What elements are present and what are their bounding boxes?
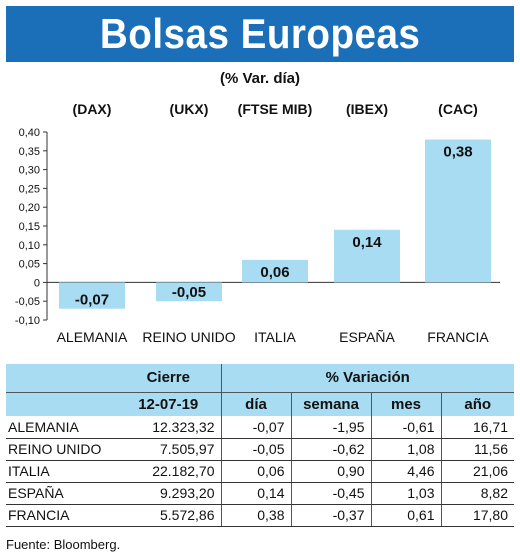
category-label: FRANCIA: [427, 329, 489, 345]
table-header-variacion: % Variación: [220, 364, 514, 393]
table-cell-cierre: 12.323,32: [116, 416, 221, 439]
table-row: ALEMANIA 12.323,32 -0,07 -1,95 -0,61 16,71: [6, 416, 514, 439]
table-cell-cierre: 5.572,86: [116, 504, 221, 527]
y-tick-label: 0,30: [19, 165, 40, 177]
table-cell-cierre: 22.182,70: [116, 460, 221, 483]
y-tick-label: 0: [34, 277, 40, 289]
index-label: (DAX): [73, 101, 112, 117]
table-cell-dia: 0,38: [220, 504, 291, 527]
category-label: ITALIA: [254, 329, 296, 345]
table-cell-mes: -0,61: [370, 416, 441, 439]
table-cell-anio: 21,06: [440, 460, 514, 483]
chart-subtitle: (% Var. día): [219, 70, 301, 87]
y-tick-label: -0,10: [15, 315, 40, 327]
title-band: Bolsas Europeas: [6, 6, 514, 62]
category-label: REINO UNIDO: [142, 329, 235, 345]
table-cell-semana: -0,45: [290, 482, 371, 505]
bar-value-label: 0,06: [260, 264, 289, 281]
y-tick-label: 0,20: [19, 202, 40, 214]
table-cell-anio: 17,80: [440, 504, 514, 527]
table-body: ALEMANIA 12.323,32 -0,07 -1,95 -0,61 16,71 REI…: [6, 416, 514, 527]
table-cell-name: ESPAÑA: [6, 482, 116, 505]
table-row: REINO UNIDO 7.505,97 -0,05 -0,62 1,08 11,56: [6, 438, 514, 461]
index-label: (FTSE MIB): [238, 101, 313, 117]
y-tick-label: 0,25: [19, 183, 40, 195]
y-tick-label: -0,05: [15, 296, 40, 308]
bar-value-label: 0,38: [443, 144, 472, 161]
table-cell-mes: 1,08: [370, 438, 441, 461]
bar-value-label: -0,05: [172, 284, 206, 301]
table-cell-semana: 0,90: [290, 460, 371, 483]
index-label: (CAC): [438, 101, 478, 117]
index-table: Cierre % Variación 12-07-19 día semana m…: [6, 364, 514, 527]
table-header-cierre: Cierre: [116, 364, 221, 393]
table-cell-mes: 0,61: [370, 504, 441, 527]
table-header-blank-2: [6, 392, 116, 416]
chart-title: Bolsas Europeas: [99, 10, 421, 57]
bar-italia: [242, 259, 308, 283]
table-row: FRANCIA 5.572,86 0,38 -0,37 0,61 17,80: [6, 504, 514, 527]
table-cell-cierre: 9.293,20: [116, 482, 221, 505]
table-cell-semana: -0,62: [290, 438, 371, 461]
table-header-blank: [6, 364, 116, 393]
bar-reino-unido: [156, 282, 222, 302]
index-label: (IBEX): [346, 101, 388, 117]
bar-chart: -0,10 -0,05 0 0,05 0,10 0,15 0,20 0,25 0,30 0,35 0…: [15, 101, 500, 345]
table-cell-dia: -0,07: [220, 416, 291, 439]
table-cell-dia: 0,06: [220, 460, 291, 483]
y-tick-label: 0,10: [19, 240, 40, 252]
table-cell-dia: -0,05: [220, 438, 291, 461]
y-tick-label: 0,35: [19, 146, 40, 158]
table-cell-name: ALEMANIA: [6, 416, 116, 439]
bar-españa: [334, 229, 400, 283]
table-cell-name: REINO UNIDO: [6, 438, 116, 461]
source-note: Fuente: Bloomberg.: [6, 537, 121, 552]
bar-value-label: 0,14: [352, 234, 382, 251]
index-label: (UKX): [170, 101, 209, 117]
table-cell-semana: -0,37: [290, 504, 371, 527]
table-row: ESPAÑA 9.293,20 0,14 -0,45 1,03 8,82: [6, 482, 514, 505]
bar-alemania: [59, 282, 125, 309]
table-col-semana: semana: [290, 392, 371, 416]
table-col-mes: mes: [370, 392, 441, 416]
table-col-anio: año: [440, 392, 514, 416]
table-row: ITALIA 22.182,70 0,06 0,90 4,46 21,06: [6, 460, 514, 483]
table-cell-anio: 11,56: [440, 438, 514, 461]
table-cell-name: ITALIA: [6, 460, 116, 483]
table-cell-mes: 1,03: [370, 482, 441, 505]
table-cell-anio: 8,82: [440, 482, 514, 505]
table-cell-anio: 16,71: [440, 416, 514, 439]
table-cell-semana: -1,95: [290, 416, 371, 439]
table-cell-cierre: 7.505,97: [116, 438, 221, 461]
table-cell-dia: 0,14: [220, 482, 291, 505]
y-tick-label: 0,15: [19, 221, 40, 233]
table-header-date: 12-07-19: [116, 392, 221, 416]
bar-francia: [425, 139, 491, 283]
category-label: ESPAÑA: [339, 329, 395, 345]
category-label: ALEMANIA: [57, 329, 128, 345]
table-cell-mes: 4,46: [370, 460, 441, 483]
table-col-dia: día: [220, 392, 291, 416]
table-cell-name: FRANCIA: [6, 504, 116, 527]
y-tick-label: 0,40: [19, 127, 40, 139]
bar-value-label: -0,07: [75, 292, 109, 309]
y-tick-label: 0,05: [19, 259, 40, 271]
